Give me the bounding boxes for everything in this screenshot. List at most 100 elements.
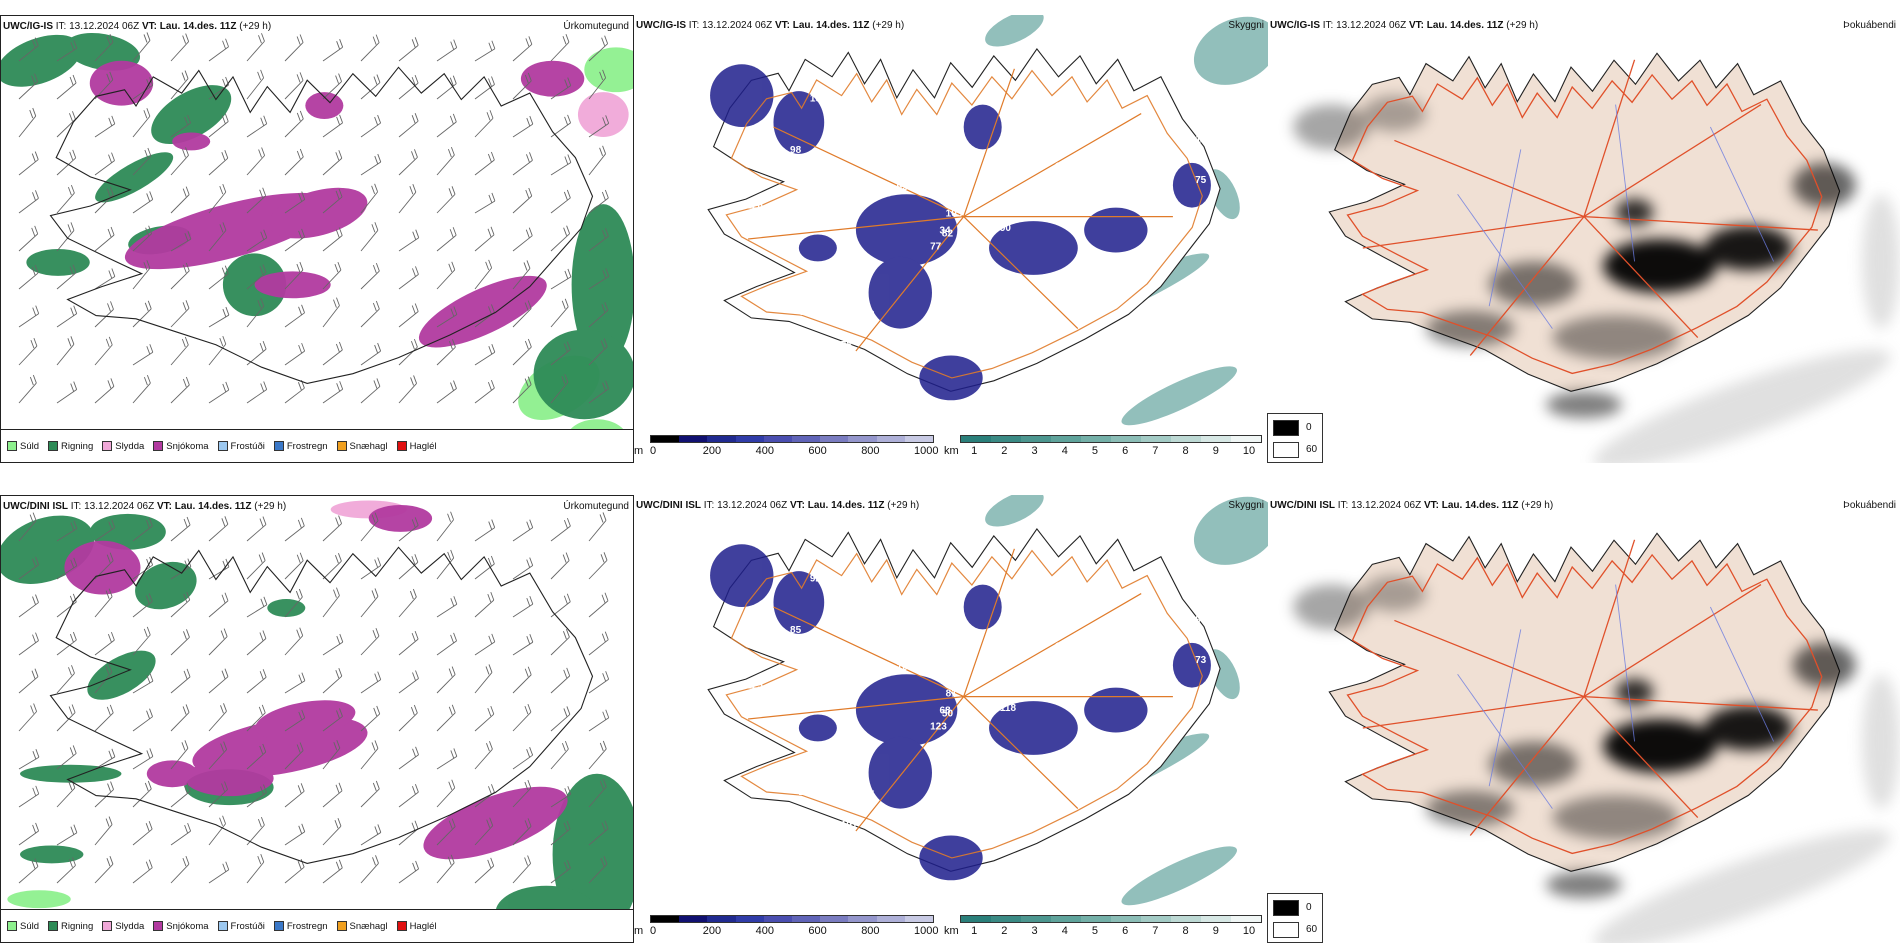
legend-item: Snæhagl bbox=[336, 441, 388, 452]
legend-swatch bbox=[396, 441, 407, 451]
visibility-value: 191 bbox=[841, 820, 858, 831]
visibility-m-areas bbox=[710, 544, 1211, 881]
visibility-value: 93 bbox=[856, 305, 868, 316]
visibility-value: 93 bbox=[1195, 615, 1207, 626]
fog-legend-value: 60 bbox=[1306, 924, 1318, 935]
legend-label: Súld bbox=[20, 920, 40, 932]
fog-legend-value: 0 bbox=[1306, 902, 1312, 913]
colorbar-tick: 3 bbox=[1031, 445, 1038, 457]
visibility-panel-row1: UWC/IG-IS IT: 13.12.2024 06Z VT: Lau. 14… bbox=[634, 15, 1268, 463]
panel-name: Úrkomutegund bbox=[563, 501, 629, 512]
legend-item: Snæhagl bbox=[336, 921, 388, 932]
colorbar-segment bbox=[735, 436, 764, 442]
legend-item: Slydda bbox=[102, 921, 144, 932]
visibility-value: 125 bbox=[746, 681, 763, 692]
colorbar-segment bbox=[904, 436, 934, 442]
legend-swatch bbox=[153, 921, 164, 931]
legend-label: Frostregn bbox=[286, 440, 328, 452]
precip-map bbox=[1, 500, 633, 942]
visibility-scale-km: km 1 2 3 4 5 6 7 8 9 10 bbox=[944, 435, 1266, 463]
colorbar-segment bbox=[1081, 916, 1111, 922]
colorbar-tick: 7 bbox=[1152, 925, 1159, 937]
fog-legend-row2: 0 60 bbox=[1267, 893, 1323, 943]
colorbar-tick: 5 bbox=[1091, 925, 1099, 937]
colorbar-tick: 1000 bbox=[914, 925, 939, 937]
visibility-value: 85 bbox=[853, 149, 865, 160]
visibility-value: 85 bbox=[790, 625, 802, 636]
colorbar-tick: 8 bbox=[1182, 925, 1189, 937]
visibility-value: 259 bbox=[1021, 197, 1038, 208]
visibility-value: 193 bbox=[1055, 605, 1072, 616]
legend-label: Rigning bbox=[61, 920, 94, 932]
visibility-value: 120 bbox=[807, 850, 824, 861]
legend-item: Frostúði bbox=[217, 921, 265, 932]
legend-item: Frostregn bbox=[273, 440, 328, 452]
coastline bbox=[707, 527, 1221, 872]
visibility-value: 58 bbox=[780, 631, 792, 642]
visibility-value: 106 bbox=[1055, 162, 1072, 173]
colorbar-tick: 0 bbox=[650, 445, 657, 457]
colorbar-segment bbox=[1171, 436, 1201, 442]
colorbar bbox=[650, 915, 934, 923]
legend-swatch bbox=[102, 441, 113, 451]
colorbar bbox=[650, 435, 934, 443]
colorbar-tick: 0 bbox=[650, 925, 657, 937]
visibility-value: 81 bbox=[946, 689, 958, 700]
colorbar-segment bbox=[848, 436, 877, 442]
visibility-value: 41 bbox=[1021, 677, 1033, 688]
visibility-value: 156 bbox=[1195, 135, 1212, 146]
visibility-value: 107 bbox=[943, 627, 960, 638]
visibility-value: 139 bbox=[993, 176, 1010, 187]
colorbar-segment bbox=[1201, 916, 1231, 922]
visibility-value: 93 bbox=[897, 182, 909, 193]
legend-swatch bbox=[153, 441, 164, 451]
visibility-value: 72 bbox=[1014, 200, 1026, 211]
colorbar-unit: m bbox=[634, 925, 644, 937]
legend-label: Frostregn bbox=[286, 920, 328, 932]
legend-swatch bbox=[7, 921, 17, 931]
legend-item: Haglél bbox=[396, 441, 437, 452]
fog-indicator-areas bbox=[1293, 575, 1856, 899]
legend-label: Frostúði bbox=[230, 440, 265, 452]
visibility-value: 163 bbox=[782, 690, 799, 701]
colorbar-tick: 400 bbox=[755, 445, 774, 457]
panel-title: UWC/IG-IS IT: 13.12.2024 06Z VT: Lau. 14… bbox=[1270, 20, 1539, 31]
wind-barbs bbox=[18, 32, 610, 404]
visibility-value: 75 bbox=[1195, 175, 1207, 186]
visibility-value: 96 bbox=[1098, 272, 1110, 283]
precip-sleet-areas bbox=[577, 92, 629, 137]
colorbar-segment bbox=[1111, 916, 1141, 922]
visibility-value: 181 bbox=[1055, 642, 1072, 653]
fog-legend-value: 0 bbox=[1306, 422, 1312, 433]
colorbar-tick: 4 bbox=[1061, 925, 1068, 937]
visibility-value: 11 bbox=[762, 339, 773, 350]
roads bbox=[1346, 539, 1823, 855]
visibility-value: 140 bbox=[1098, 752, 1115, 763]
colorbar-tick: 7 bbox=[1152, 445, 1159, 457]
visibility-value: 479 bbox=[807, 370, 824, 381]
visibility-value: 45 bbox=[1048, 101, 1060, 112]
visibility-value: 50 bbox=[942, 708, 954, 719]
colorbar-segment bbox=[679, 436, 708, 442]
visibility-value: 88 bbox=[969, 148, 981, 159]
colorbar-segment bbox=[1231, 436, 1261, 442]
fog-legend-swatch bbox=[1273, 442, 1299, 458]
colorbar-segment bbox=[707, 436, 736, 442]
precip-panel-row2: UWC/DINI ISL IT: 13.12.2024 06Z VT: Lau.… bbox=[0, 495, 634, 943]
colorbar-segment bbox=[792, 916, 821, 922]
fog-panel-row1: UWC/IG-IS IT: 13.12.2024 06Z VT: Lau. 14… bbox=[1268, 15, 1900, 463]
colorbar-tick: 10 bbox=[1242, 925, 1256, 937]
visibility-value-labels: 71 58 50 21 99 55 114 80 193 118 92 71 163 93 123 181 12… bbox=[746, 573, 1207, 861]
precip-legend: Súld Rigning Slydda Snjókoma Frostúði Frostre… bbox=[1, 909, 633, 942]
colorbar-segment bbox=[707, 916, 736, 922]
legend-swatch bbox=[273, 921, 284, 931]
visibility-value: 104 bbox=[897, 662, 914, 673]
colorbar-tick: 3 bbox=[1031, 925, 1038, 937]
roads bbox=[725, 68, 1203, 379]
visibility-value-labels: 103 35 82 11 72 62 45 88 79 90 159 53 95 156 77 106 479 1… bbox=[746, 93, 1212, 381]
legend-swatch bbox=[396, 921, 407, 931]
colorbar-tick: 1 bbox=[971, 925, 978, 937]
legend-swatch bbox=[336, 441, 347, 451]
legend-swatch bbox=[217, 921, 228, 931]
fog-map bbox=[1293, 52, 1900, 463]
